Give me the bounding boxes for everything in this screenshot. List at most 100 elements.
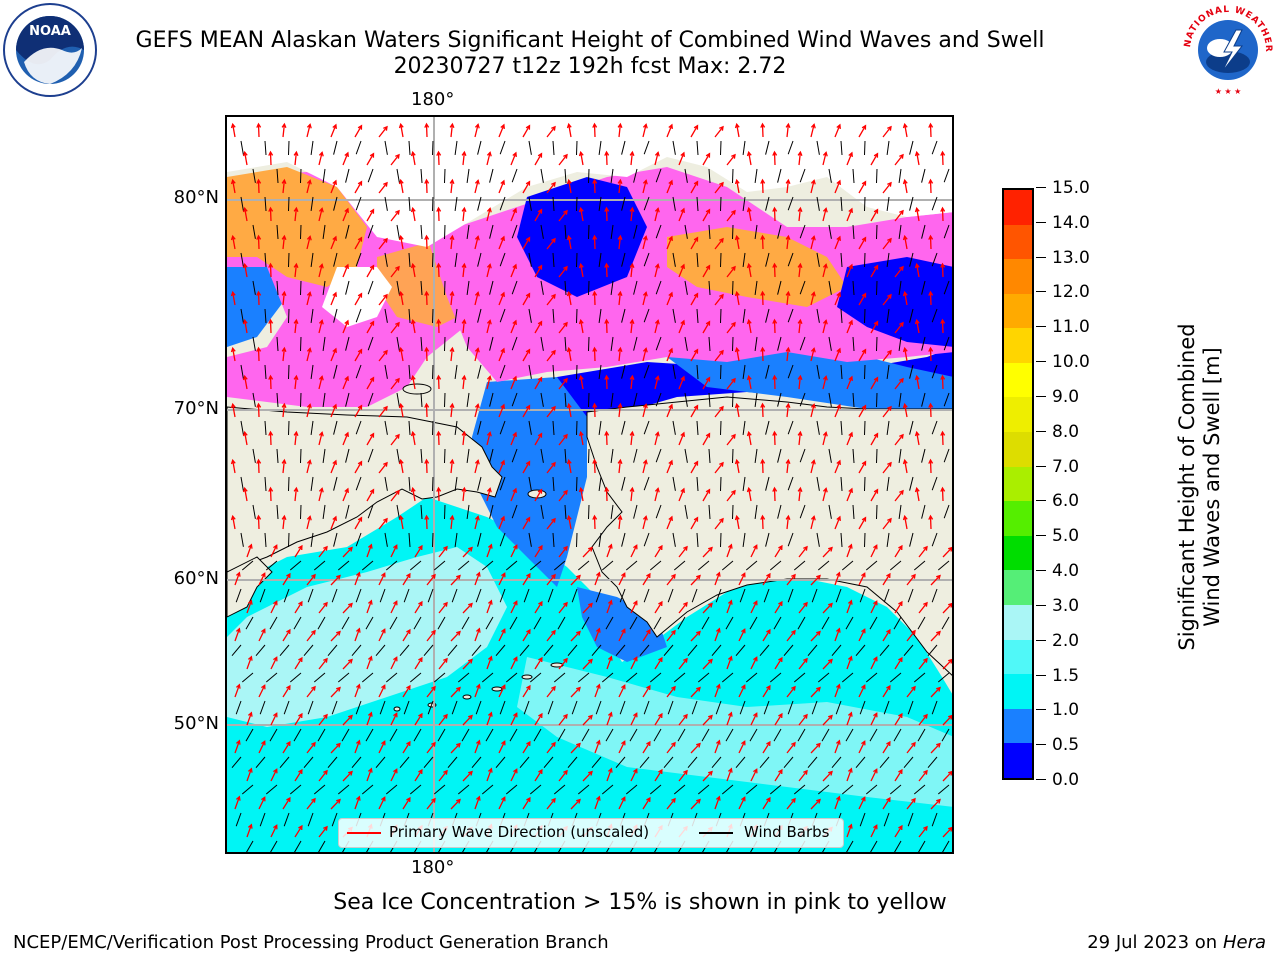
wave-direction-arrowhead [293, 486, 299, 493]
wind-barb [913, 672, 926, 683]
wind-barb [322, 224, 326, 239]
wave-direction-arrow [916, 488, 920, 502]
wave-direction-arrowhead [731, 489, 736, 495]
wind-barb [684, 504, 688, 519]
wind-barb [720, 140, 722, 156]
wave-direction-arrowhead [306, 235, 312, 241]
wind-barb [621, 476, 626, 491]
wave-direction-arrow [366, 433, 375, 446]
wave-direction-arrowhead [332, 347, 337, 353]
wave-direction-arrow [822, 659, 833, 670]
wave-direction-arrow [774, 769, 783, 782]
wind-barb [264, 532, 267, 548]
wave-direction-arrowhead [323, 825, 328, 831]
wave-direction-arrowhead [424, 402, 430, 408]
wind-barb [588, 504, 590, 520]
wave-direction-arrowhead [671, 797, 676, 803]
wave-direction-arrow [654, 152, 659, 166]
wave-direction-arrowhead [588, 658, 593, 664]
wind-barb [708, 336, 711, 352]
wind-barb [384, 308, 388, 323]
wind-barb [269, 616, 278, 630]
wind-barb [817, 672, 830, 683]
wave-direction-arrowhead [766, 740, 771, 747]
wind-barb [898, 168, 902, 183]
wave-direction-arrow [678, 432, 685, 446]
wave-direction-arrow [642, 460, 647, 474]
lat-label-60n: 60°N [173, 568, 219, 589]
wave-direction-arrow [870, 769, 878, 782]
wave-direction-arrowhead [803, 657, 808, 663]
wave-direction-arrowhead [936, 574, 941, 580]
wave-direction-arrow [605, 487, 608, 502]
wave-direction-arrowhead [772, 150, 778, 156]
wind-barb [588, 448, 590, 464]
wave-direction-arrowhead [705, 488, 711, 494]
wave-direction-arrow [568, 124, 572, 138]
wave-direction-arrowhead [887, 461, 892, 467]
wind-barb [433, 784, 446, 795]
wave-direction-arrow [306, 686, 316, 698]
wind-barb [742, 140, 746, 155]
wind-barb [601, 560, 614, 571]
wave-direction-arrow [270, 713, 278, 726]
wind-barb [898, 224, 902, 239]
wind-barb [322, 280, 326, 295]
wave-direction-arrowhead [705, 432, 711, 438]
lat-label-50n: 50°N [173, 713, 219, 734]
wind-barb [787, 700, 794, 715]
wave-direction-arrowhead [741, 684, 746, 690]
wave-direction-arrowhead [797, 430, 803, 437]
wave-direction-arrowhead [887, 293, 892, 299]
wind-barb [444, 280, 446, 296]
wind-barb [447, 756, 458, 769]
wave-direction-arrow [654, 432, 659, 446]
wave-direction-arrow [498, 180, 505, 194]
wave-direction-arrow [378, 350, 388, 362]
wave-direction-arrowhead [836, 123, 841, 129]
wave-direction-arrow [318, 264, 323, 278]
wind-barb [816, 476, 820, 491]
wave-direction-arrow [246, 600, 253, 614]
wind-barb [684, 448, 688, 463]
wave-direction-arrowhead [449, 514, 455, 521]
wave-direction-arrowhead [512, 487, 517, 493]
wind-barb [333, 308, 338, 323]
wave-direction-arrow [761, 459, 764, 474]
wave-direction-arrow [234, 740, 241, 754]
wave-direction-arrow [462, 376, 466, 390]
wind-barb [576, 364, 578, 380]
wave-direction-arrowhead [899, 377, 904, 383]
wave-direction-arrow [618, 741, 626, 754]
wave-direction-arrowhead [247, 543, 253, 549]
wind-barb [528, 420, 532, 435]
wave-direction-arrow [412, 488, 416, 502]
wind-barb [505, 560, 518, 571]
wave-direction-arrowhead [828, 602, 833, 608]
chart-title: GEFS MEAN Alaskan Waters Significant Hei… [135, 28, 1045, 53]
wave-direction-arrowhead [336, 742, 341, 748]
wave-direction-arrowhead [538, 544, 543, 551]
wave-direction-arrow [918, 602, 928, 614]
wind-barb [489, 448, 494, 463]
wave-direction-arrow [354, 237, 363, 250]
colorbar-segment [1004, 535, 1032, 571]
wind-barb [777, 504, 782, 519]
wave-direction-arrow [498, 124, 505, 138]
colorbar-tick-label: 8.0 [1052, 421, 1080, 442]
wind-barb [732, 224, 734, 240]
wave-direction-arrow [425, 123, 428, 138]
colorbar-tick-label: 14.0 [1052, 212, 1090, 233]
wind-barb [432, 140, 434, 156]
wave-direction-arrowhead [487, 655, 493, 661]
wave-direction-arrowhead [410, 318, 416, 325]
wave-direction-arrow [412, 264, 416, 278]
wave-direction-arrowhead [281, 346, 287, 353]
wave-direction-arrow [654, 657, 663, 670]
wave-direction-arrowhead [902, 346, 908, 353]
wind-barb [528, 196, 532, 211]
wave-direction-arrowhead [268, 374, 274, 380]
wind-barb [852, 280, 855, 296]
wave-direction-arrow [474, 236, 479, 250]
wave-direction-arrow [858, 741, 866, 754]
